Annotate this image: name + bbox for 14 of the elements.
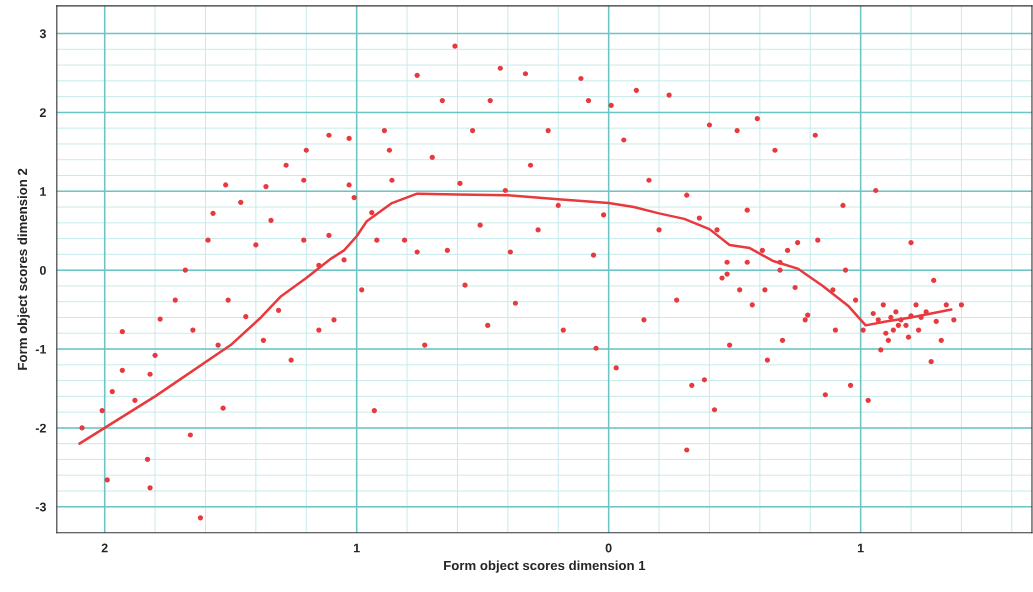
x-axis-title: Form object scores dimension 1 xyxy=(444,560,646,573)
y-tick-label: -1 xyxy=(35,344,47,354)
y-tick-label: 2 xyxy=(39,108,46,117)
y-tick-label: 1 xyxy=(40,187,47,196)
x-tick-label: 1 xyxy=(857,543,864,553)
y-tick-label: 3 xyxy=(39,29,46,39)
y-tick-label: -3 xyxy=(35,502,46,512)
y-tick-label: 0 xyxy=(39,265,46,275)
y-tick-label: -2 xyxy=(35,423,46,433)
y-axis-title: Form object scores dimension 2 xyxy=(17,168,30,370)
x-tick-label: 2 xyxy=(101,543,108,553)
x-tick-label: 1 xyxy=(353,543,360,553)
line-series xyxy=(78,192,953,445)
x-tick-label: 0 xyxy=(605,543,612,553)
